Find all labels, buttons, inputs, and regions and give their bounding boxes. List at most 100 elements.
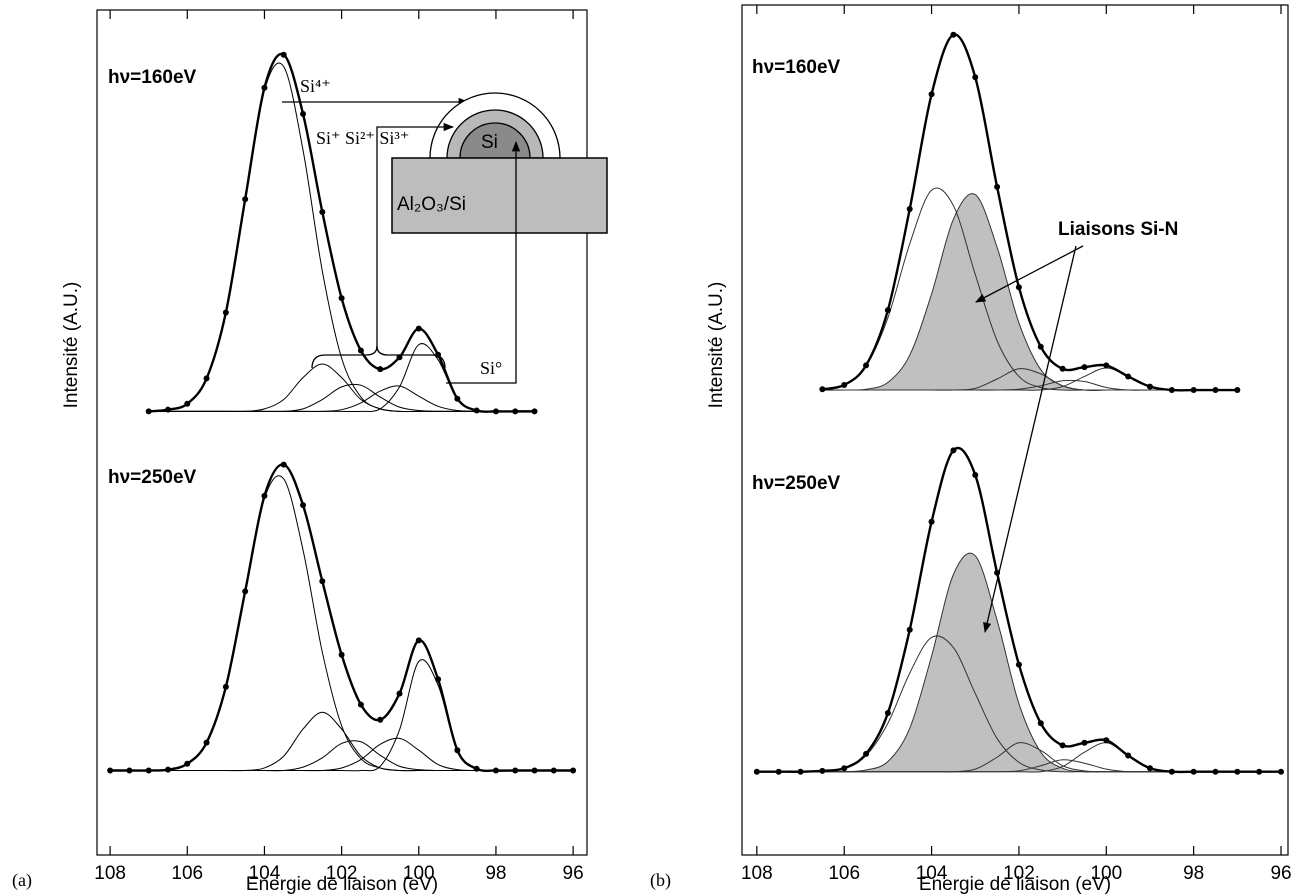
data-point (1015, 661, 1022, 668)
data-point (550, 767, 557, 774)
x-tick-label: 98 (1183, 863, 1204, 884)
data-point (1081, 364, 1088, 371)
data-point (203, 739, 210, 746)
data-point (280, 461, 287, 468)
arrow (446, 140, 521, 384)
component-area (822, 193, 1238, 391)
data-point (242, 196, 249, 203)
annotation: hν=160eV (108, 67, 197, 88)
data-point (203, 375, 210, 382)
arrow (983, 245, 1077, 634)
data-point (1059, 365, 1066, 372)
data-point (492, 408, 499, 415)
data-point (1212, 768, 1219, 775)
data-point (1037, 720, 1044, 727)
x-tick-label: 102 (326, 863, 358, 884)
data-point (928, 518, 935, 525)
x-tick-label: 106 (171, 863, 203, 884)
data-point (319, 208, 326, 215)
x-tick-label: 98 (485, 863, 506, 884)
annotation: hν=250eV (752, 473, 841, 494)
data-point (242, 588, 249, 595)
data-point (164, 406, 171, 413)
data-point (473, 765, 480, 772)
data-point (884, 710, 891, 717)
data-point (884, 307, 891, 314)
data-point (1103, 737, 1110, 744)
x-tick-label: 96 (563, 863, 584, 884)
x-tick-label: 104 (916, 863, 948, 884)
y-axis-label: Intensité (A.U.) (61, 282, 82, 409)
arrow (376, 122, 455, 350)
data-point (950, 31, 957, 38)
data-point (377, 716, 384, 723)
annotation: Si⁴⁺ (300, 76, 331, 96)
annotation: Si⁺ Si²⁺ Si³⁺ (316, 128, 409, 148)
data-point (1234, 768, 1241, 775)
brace (311, 345, 446, 369)
data-point (1015, 284, 1022, 291)
data-point (338, 295, 345, 302)
arrow (975, 245, 1084, 303)
data-point (377, 366, 384, 373)
data-point (775, 768, 782, 775)
annotation: hν=160eV (752, 57, 841, 78)
inset-diagram (391, 92, 608, 234)
data-point (184, 400, 191, 407)
x-tick-label: 108 (741, 863, 773, 884)
data-point (184, 760, 191, 767)
x-tick-label: 96 (1270, 863, 1291, 884)
data-point (454, 395, 461, 402)
annotation: hν=250eV (108, 467, 197, 488)
data-point (841, 765, 848, 772)
panel-label: (b) (650, 870, 671, 891)
data-point (492, 767, 499, 774)
panel-label: (a) (12, 870, 32, 891)
data-point (454, 747, 461, 754)
data-point (1278, 768, 1285, 775)
x-tick-label: 104 (249, 863, 281, 884)
x-tick-label: 108 (94, 863, 126, 884)
spectrum-line (148, 52, 535, 413)
data-point (107, 767, 114, 774)
data-point (1037, 343, 1044, 350)
data-point (300, 502, 307, 509)
data-point (280, 51, 287, 58)
data-point (994, 183, 1001, 190)
data-point (261, 492, 268, 499)
data-point (1190, 387, 1197, 394)
x-tick-label: 106 (828, 863, 860, 884)
data-point (819, 767, 826, 774)
data-point (300, 110, 307, 117)
component-area (756, 635, 1282, 772)
data-point (1168, 768, 1175, 775)
data-point (1103, 362, 1110, 369)
data-point (906, 206, 913, 212)
data-point (819, 386, 826, 393)
data-point (1146, 383, 1153, 390)
data-point (1146, 765, 1153, 772)
data-point (1256, 768, 1263, 775)
data-point (972, 472, 979, 479)
annotation: Si (481, 132, 498, 153)
data-point (357, 347, 364, 354)
data-point (145, 408, 152, 415)
data-point (222, 309, 229, 316)
data-point (531, 408, 538, 415)
data-point (164, 766, 171, 773)
data-point (797, 768, 804, 775)
data-point (415, 637, 422, 644)
component-area (756, 553, 1282, 772)
annotation: Si° (480, 358, 502, 378)
data-point (261, 84, 268, 91)
data-point (1168, 387, 1175, 394)
data-point (928, 91, 935, 98)
data-point (1234, 387, 1241, 394)
data-point (222, 683, 229, 690)
data-point (570, 767, 577, 774)
data-point (1059, 742, 1066, 749)
data-point (415, 325, 422, 332)
data-point (841, 381, 848, 388)
